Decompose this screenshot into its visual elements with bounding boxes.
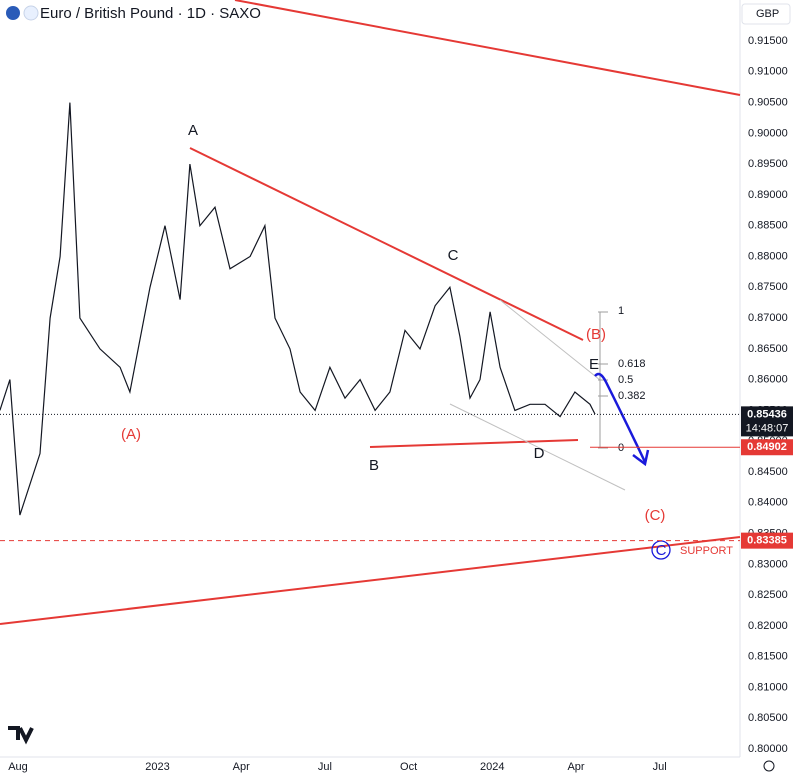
y-tick-label: 0.84500 bbox=[748, 466, 788, 478]
x-tick-label: Jul bbox=[653, 761, 667, 773]
y-tick-label: 0.82500 bbox=[748, 589, 788, 601]
wave-label: (B) bbox=[586, 326, 606, 343]
y-tick-label: 0.81500 bbox=[748, 651, 788, 663]
price-tag-label: 0.83385 bbox=[747, 535, 787, 547]
fib-label: 0.618 bbox=[618, 358, 646, 370]
wave-label: D bbox=[534, 445, 545, 462]
x-tick-label: Oct bbox=[400, 761, 417, 773]
y-tick-label: 0.90000 bbox=[748, 127, 788, 139]
wave-label: (A) bbox=[121, 426, 141, 443]
y-tick-label: 0.91500 bbox=[748, 35, 788, 47]
y-tick-label: 0.84000 bbox=[748, 497, 788, 509]
fib-label: 0.5 bbox=[618, 374, 633, 386]
y-tick-label: 0.82000 bbox=[748, 620, 788, 632]
price-tag-label: 0.85436 bbox=[747, 408, 787, 420]
x-tick-label: 2024 bbox=[480, 761, 504, 773]
support-label: SUPPORT bbox=[680, 545, 733, 557]
wave-label: A bbox=[188, 122, 198, 139]
x-tick-label: Apr bbox=[233, 761, 250, 773]
y-tick-label: 0.88000 bbox=[748, 250, 788, 262]
y-tick-label: 0.86500 bbox=[748, 343, 788, 355]
price-tag bbox=[741, 532, 793, 549]
y-tick-label: 0.89500 bbox=[748, 158, 788, 170]
fib-label: 0.382 bbox=[618, 390, 646, 402]
price-tag bbox=[741, 406, 793, 437]
y-tick-label: 0.86000 bbox=[748, 374, 788, 386]
price-tag-label: 0.84902 bbox=[747, 441, 787, 453]
y-tick-label: 0.80500 bbox=[748, 712, 788, 724]
fib-label: 0 bbox=[618, 442, 624, 454]
countdown: 14:48:07 bbox=[746, 422, 789, 434]
x-tick-label: Jul bbox=[318, 761, 332, 773]
y-tick-label: 0.87500 bbox=[748, 281, 788, 293]
y-tick-label: 0.88500 bbox=[748, 220, 788, 232]
chart-title: Euro / British Pound · 1D · SAXO bbox=[40, 5, 261, 22]
y-tick-label: 0.90500 bbox=[748, 96, 788, 108]
x-tick-label: 2023 bbox=[145, 761, 169, 773]
y-tick-label: 0.91000 bbox=[748, 66, 788, 78]
wave-label: C bbox=[656, 542, 667, 559]
y-tick-label: 0.80000 bbox=[748, 743, 788, 755]
y-tick-label: 0.89000 bbox=[748, 189, 788, 201]
y-tick-label: 0.83000 bbox=[748, 558, 788, 570]
y-tick-label: 0.81000 bbox=[748, 681, 788, 693]
wave-label: E bbox=[589, 356, 599, 373]
wave-label: C bbox=[448, 247, 459, 264]
price-tag bbox=[741, 439, 793, 456]
currency[interactable]: GBP bbox=[756, 8, 779, 20]
y-tick-label: 0.87000 bbox=[748, 312, 788, 324]
price-line bbox=[0, 102, 596, 516]
wave-label: B bbox=[369, 457, 379, 474]
x-tick-label: Aug bbox=[8, 761, 28, 773]
fib-label: 1 bbox=[618, 305, 624, 317]
x-tick-label: Apr bbox=[567, 761, 584, 773]
wave-label: (C) bbox=[645, 507, 666, 524]
